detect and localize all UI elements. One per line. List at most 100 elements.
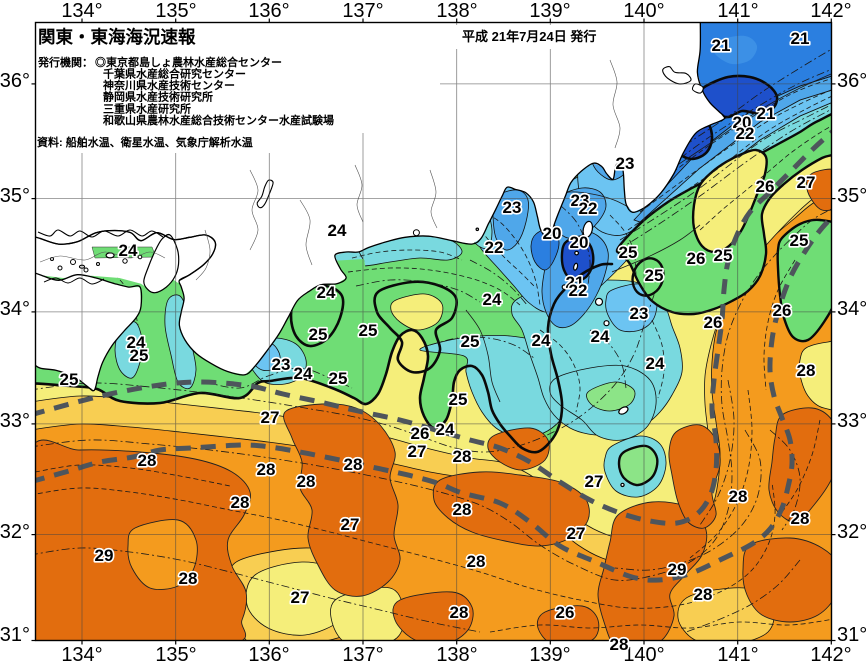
- svg-text:28: 28: [231, 493, 250, 512]
- svg-text:24: 24: [127, 333, 146, 352]
- svg-text:26: 26: [687, 249, 706, 268]
- svg-text:22: 22: [485, 238, 504, 257]
- svg-text:28: 28: [297, 472, 316, 491]
- svg-text:20: 20: [543, 224, 562, 243]
- svg-text:142°: 142°: [810, 644, 851, 666]
- svg-text:135°: 135°: [155, 644, 196, 666]
- svg-text:24: 24: [119, 241, 138, 260]
- svg-text:関東・東海海況速報: 関東・東海海況速報: [38, 27, 196, 47]
- svg-text:28: 28: [453, 447, 472, 466]
- svg-text:140°: 140°: [623, 644, 664, 666]
- svg-text:31°: 31°: [837, 624, 866, 646]
- svg-text:27: 27: [408, 442, 427, 461]
- svg-text:138°: 138°: [436, 644, 477, 666]
- svg-text:36°: 36°: [0, 70, 30, 92]
- svg-text:28: 28: [453, 500, 472, 519]
- svg-text:138°: 138°: [436, 0, 477, 22]
- svg-text:29: 29: [95, 546, 114, 565]
- svg-text:25: 25: [619, 243, 638, 262]
- svg-text:35°: 35°: [837, 185, 866, 207]
- svg-text:134°: 134°: [61, 0, 102, 22]
- svg-text:21: 21: [791, 29, 810, 48]
- svg-text:36°: 36°: [837, 70, 866, 92]
- svg-text:26: 26: [773, 301, 792, 320]
- svg-text:25: 25: [645, 266, 664, 285]
- svg-text:24: 24: [532, 331, 551, 350]
- svg-text:神奈川県水産技術センター: 神奈川県水産技術センター: [103, 78, 235, 92]
- svg-text:24: 24: [436, 420, 455, 439]
- svg-text:静岡県水産技術研究所: 静岡県水産技術研究所: [103, 90, 213, 104]
- svg-text:23: 23: [272, 355, 291, 374]
- svg-text:25: 25: [461, 332, 480, 351]
- svg-text:134°: 134°: [61, 644, 102, 666]
- svg-text:25: 25: [130, 346, 149, 365]
- svg-text:27: 27: [261, 408, 280, 427]
- svg-text:25: 25: [359, 321, 378, 340]
- svg-text:136°: 136°: [248, 0, 289, 22]
- svg-text:136°: 136°: [248, 644, 289, 666]
- svg-text:23: 23: [630, 304, 649, 323]
- svg-text:29: 29: [668, 560, 687, 579]
- svg-text:25: 25: [714, 246, 733, 265]
- svg-text:31°: 31°: [0, 624, 30, 646]
- svg-text:137°: 137°: [342, 0, 383, 22]
- svg-text:27: 27: [797, 173, 816, 192]
- svg-text:平成 21年7月24日 発行: 平成 21年7月24日 発行: [462, 29, 596, 44]
- svg-text:28: 28: [344, 455, 363, 474]
- svg-text:千葉県水産総合研究センター: 千葉県水産総合研究センター: [103, 67, 246, 81]
- svg-text:28: 28: [450, 603, 469, 622]
- svg-text:◎東京都島しょ農林水産総合センター: ◎東京都島しょ農林水産総合センター: [95, 55, 282, 69]
- svg-text:34°: 34°: [0, 298, 30, 320]
- svg-text:26: 26: [704, 313, 723, 332]
- svg-text:141°: 141°: [717, 644, 758, 666]
- svg-text:和歌山県農林水産総合技術センター水産試験場: 和歌山県農林水産総合技術センター水産試験場: [103, 113, 334, 127]
- svg-text:25: 25: [60, 370, 79, 389]
- svg-text:26: 26: [756, 177, 775, 196]
- svg-text:141°: 141°: [717, 0, 758, 22]
- svg-text:142°: 142°: [810, 0, 851, 22]
- svg-text:33°: 33°: [837, 410, 866, 432]
- svg-text:33°: 33°: [0, 410, 30, 432]
- svg-text:24: 24: [483, 290, 502, 309]
- svg-text:28: 28: [138, 451, 157, 470]
- svg-text:22: 22: [569, 281, 588, 300]
- svg-text:24: 24: [646, 354, 665, 373]
- svg-text:発行機関：: 発行機関：: [37, 55, 93, 69]
- svg-text:28: 28: [467, 552, 486, 571]
- svg-text:27: 27: [291, 588, 310, 607]
- svg-text:28: 28: [729, 487, 748, 506]
- svg-text:20: 20: [733, 113, 752, 132]
- svg-text:28: 28: [694, 585, 713, 604]
- svg-text:27: 27: [341, 515, 360, 534]
- svg-text:三重県水産研究所: 三重県水産研究所: [103, 101, 191, 115]
- svg-text:22: 22: [736, 124, 755, 143]
- svg-text:32°: 32°: [837, 521, 866, 543]
- svg-text:34°: 34°: [837, 298, 866, 320]
- svg-text:35°: 35°: [0, 185, 30, 207]
- svg-text:21: 21: [566, 273, 585, 292]
- svg-text:25: 25: [790, 231, 809, 250]
- svg-text:22: 22: [579, 199, 598, 218]
- svg-text:24: 24: [294, 364, 313, 383]
- svg-text:139°: 139°: [529, 644, 570, 666]
- svg-text:24: 24: [591, 327, 610, 346]
- svg-text:25: 25: [329, 369, 348, 388]
- svg-text:28: 28: [791, 509, 810, 528]
- svg-text:24: 24: [317, 283, 336, 302]
- svg-text:資料: 船舶水温、衛星水温、気象庁解析水温: 資料: 船舶水温、衛星水温、気象庁解析水温: [37, 135, 253, 149]
- svg-text:23: 23: [616, 154, 635, 173]
- svg-text:140°: 140°: [623, 0, 664, 22]
- svg-text:25: 25: [449, 390, 468, 409]
- svg-text:32°: 32°: [0, 521, 30, 543]
- svg-text:20: 20: [570, 233, 589, 252]
- svg-text:137°: 137°: [342, 644, 383, 666]
- svg-text:139°: 139°: [529, 0, 570, 22]
- svg-text:21: 21: [757, 104, 776, 123]
- svg-text:28: 28: [179, 569, 198, 588]
- svg-text:21: 21: [712, 36, 731, 55]
- svg-text:28: 28: [257, 460, 276, 479]
- svg-text:26: 26: [411, 424, 430, 443]
- svg-text:26: 26: [556, 603, 575, 622]
- svg-text:135°: 135°: [155, 0, 196, 22]
- svg-text:23: 23: [571, 191, 590, 210]
